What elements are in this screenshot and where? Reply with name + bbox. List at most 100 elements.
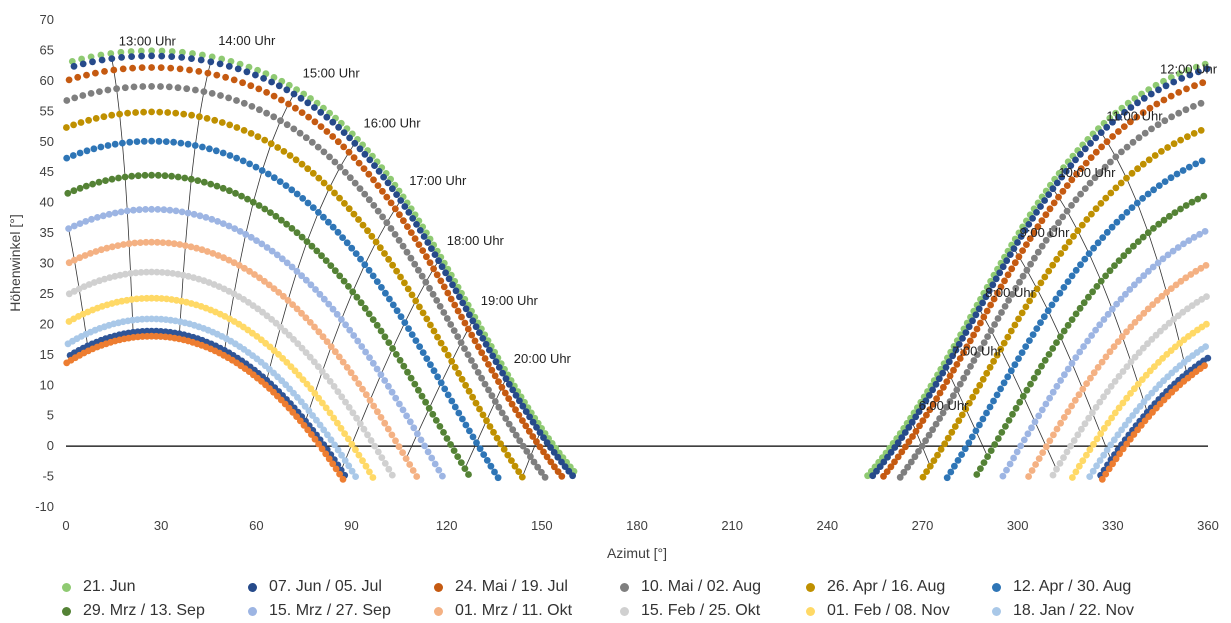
data-point [168, 172, 176, 180]
data-point [1174, 244, 1182, 251]
data-point [205, 279, 213, 286]
data-point [404, 223, 411, 231]
data-point [1127, 358, 1135, 366]
data-point [1019, 247, 1026, 255]
data-point [558, 458, 565, 466]
data-point [1067, 442, 1074, 450]
data-point [962, 329, 970, 336]
data-point [174, 270, 182, 278]
data-point [1077, 165, 1085, 173]
data-point [292, 156, 300, 164]
data-point [1075, 391, 1083, 399]
data-point [1166, 212, 1173, 220]
data-point [1016, 278, 1023, 286]
data-point [108, 175, 116, 183]
data-point [961, 445, 969, 453]
data-point [944, 434, 952, 442]
x-tick-label: 180 [626, 518, 648, 533]
data-point [1034, 368, 1042, 376]
data-point [1090, 244, 1097, 252]
data-point [1007, 327, 1015, 335]
data-point [478, 374, 485, 382]
data-point [350, 154, 358, 162]
series [65, 294, 1210, 481]
data-point [1162, 82, 1170, 90]
data-point [158, 295, 166, 302]
data-point [1204, 354, 1212, 362]
data-point [165, 239, 173, 247]
data-point [1150, 225, 1157, 232]
data-point [386, 295, 393, 303]
data-point [211, 116, 219, 124]
data-point [76, 149, 84, 157]
y-tick-label: 65 [40, 42, 54, 57]
data-point [119, 65, 127, 73]
data-point [1199, 79, 1207, 87]
data-point [399, 406, 407, 414]
data-point [277, 323, 284, 331]
data-point [1073, 170, 1080, 178]
data-point [1157, 327, 1164, 335]
data-point [219, 220, 227, 228]
data-point [954, 457, 962, 464]
hour-label: 20:00 Uhr [514, 351, 572, 366]
data-point [449, 281, 456, 289]
data-point [992, 275, 1000, 283]
data-point [1103, 123, 1111, 131]
data-point [130, 206, 137, 214]
data-point [1049, 345, 1057, 352]
data-point [268, 78, 275, 86]
data-point [488, 392, 496, 400]
data-point [158, 47, 166, 55]
data-point [304, 426, 312, 434]
data-point [547, 444, 554, 451]
data-point [407, 254, 415, 262]
data-point [249, 198, 257, 206]
data-point [137, 239, 144, 247]
data-point [1021, 227, 1029, 234]
hour-label: 18:00 Uhr [447, 233, 505, 248]
data-point [302, 276, 310, 284]
data-point [87, 250, 94, 257]
data-point [905, 424, 913, 431]
data-point [1167, 285, 1175, 292]
data-point [1127, 323, 1135, 331]
data-point [327, 343, 335, 350]
data-point [1108, 414, 1115, 422]
data-point [157, 83, 164, 90]
data-point [925, 431, 933, 439]
data-point [1149, 301, 1157, 308]
data-point [1120, 123, 1128, 130]
data-point [1053, 425, 1061, 433]
data-point [434, 333, 441, 341]
data-point [247, 130, 255, 137]
data-point [370, 176, 377, 184]
data-point [963, 369, 971, 376]
data-point [1161, 117, 1169, 125]
data-point [428, 454, 436, 462]
data-point [1034, 223, 1042, 231]
data-point [273, 251, 281, 259]
data-point [79, 92, 87, 99]
data-point [128, 296, 136, 303]
data-point [1012, 404, 1020, 412]
data-point [315, 174, 323, 182]
data-point [1117, 179, 1125, 187]
data-point [374, 408, 381, 416]
data-point [148, 315, 156, 323]
data-point [1053, 465, 1060, 473]
data-point [1115, 257, 1123, 264]
data-point [960, 374, 968, 382]
data-point [1064, 278, 1072, 285]
data-point [502, 415, 510, 422]
data-point [377, 414, 385, 421]
data-point [369, 474, 377, 481]
data-point [85, 116, 92, 124]
data-point [437, 339, 445, 347]
data-point [396, 356, 404, 364]
data-point [1045, 191, 1053, 199]
data-point [81, 252, 89, 259]
data-point [121, 173, 129, 181]
data-point [461, 319, 469, 327]
data-point [326, 153, 333, 161]
